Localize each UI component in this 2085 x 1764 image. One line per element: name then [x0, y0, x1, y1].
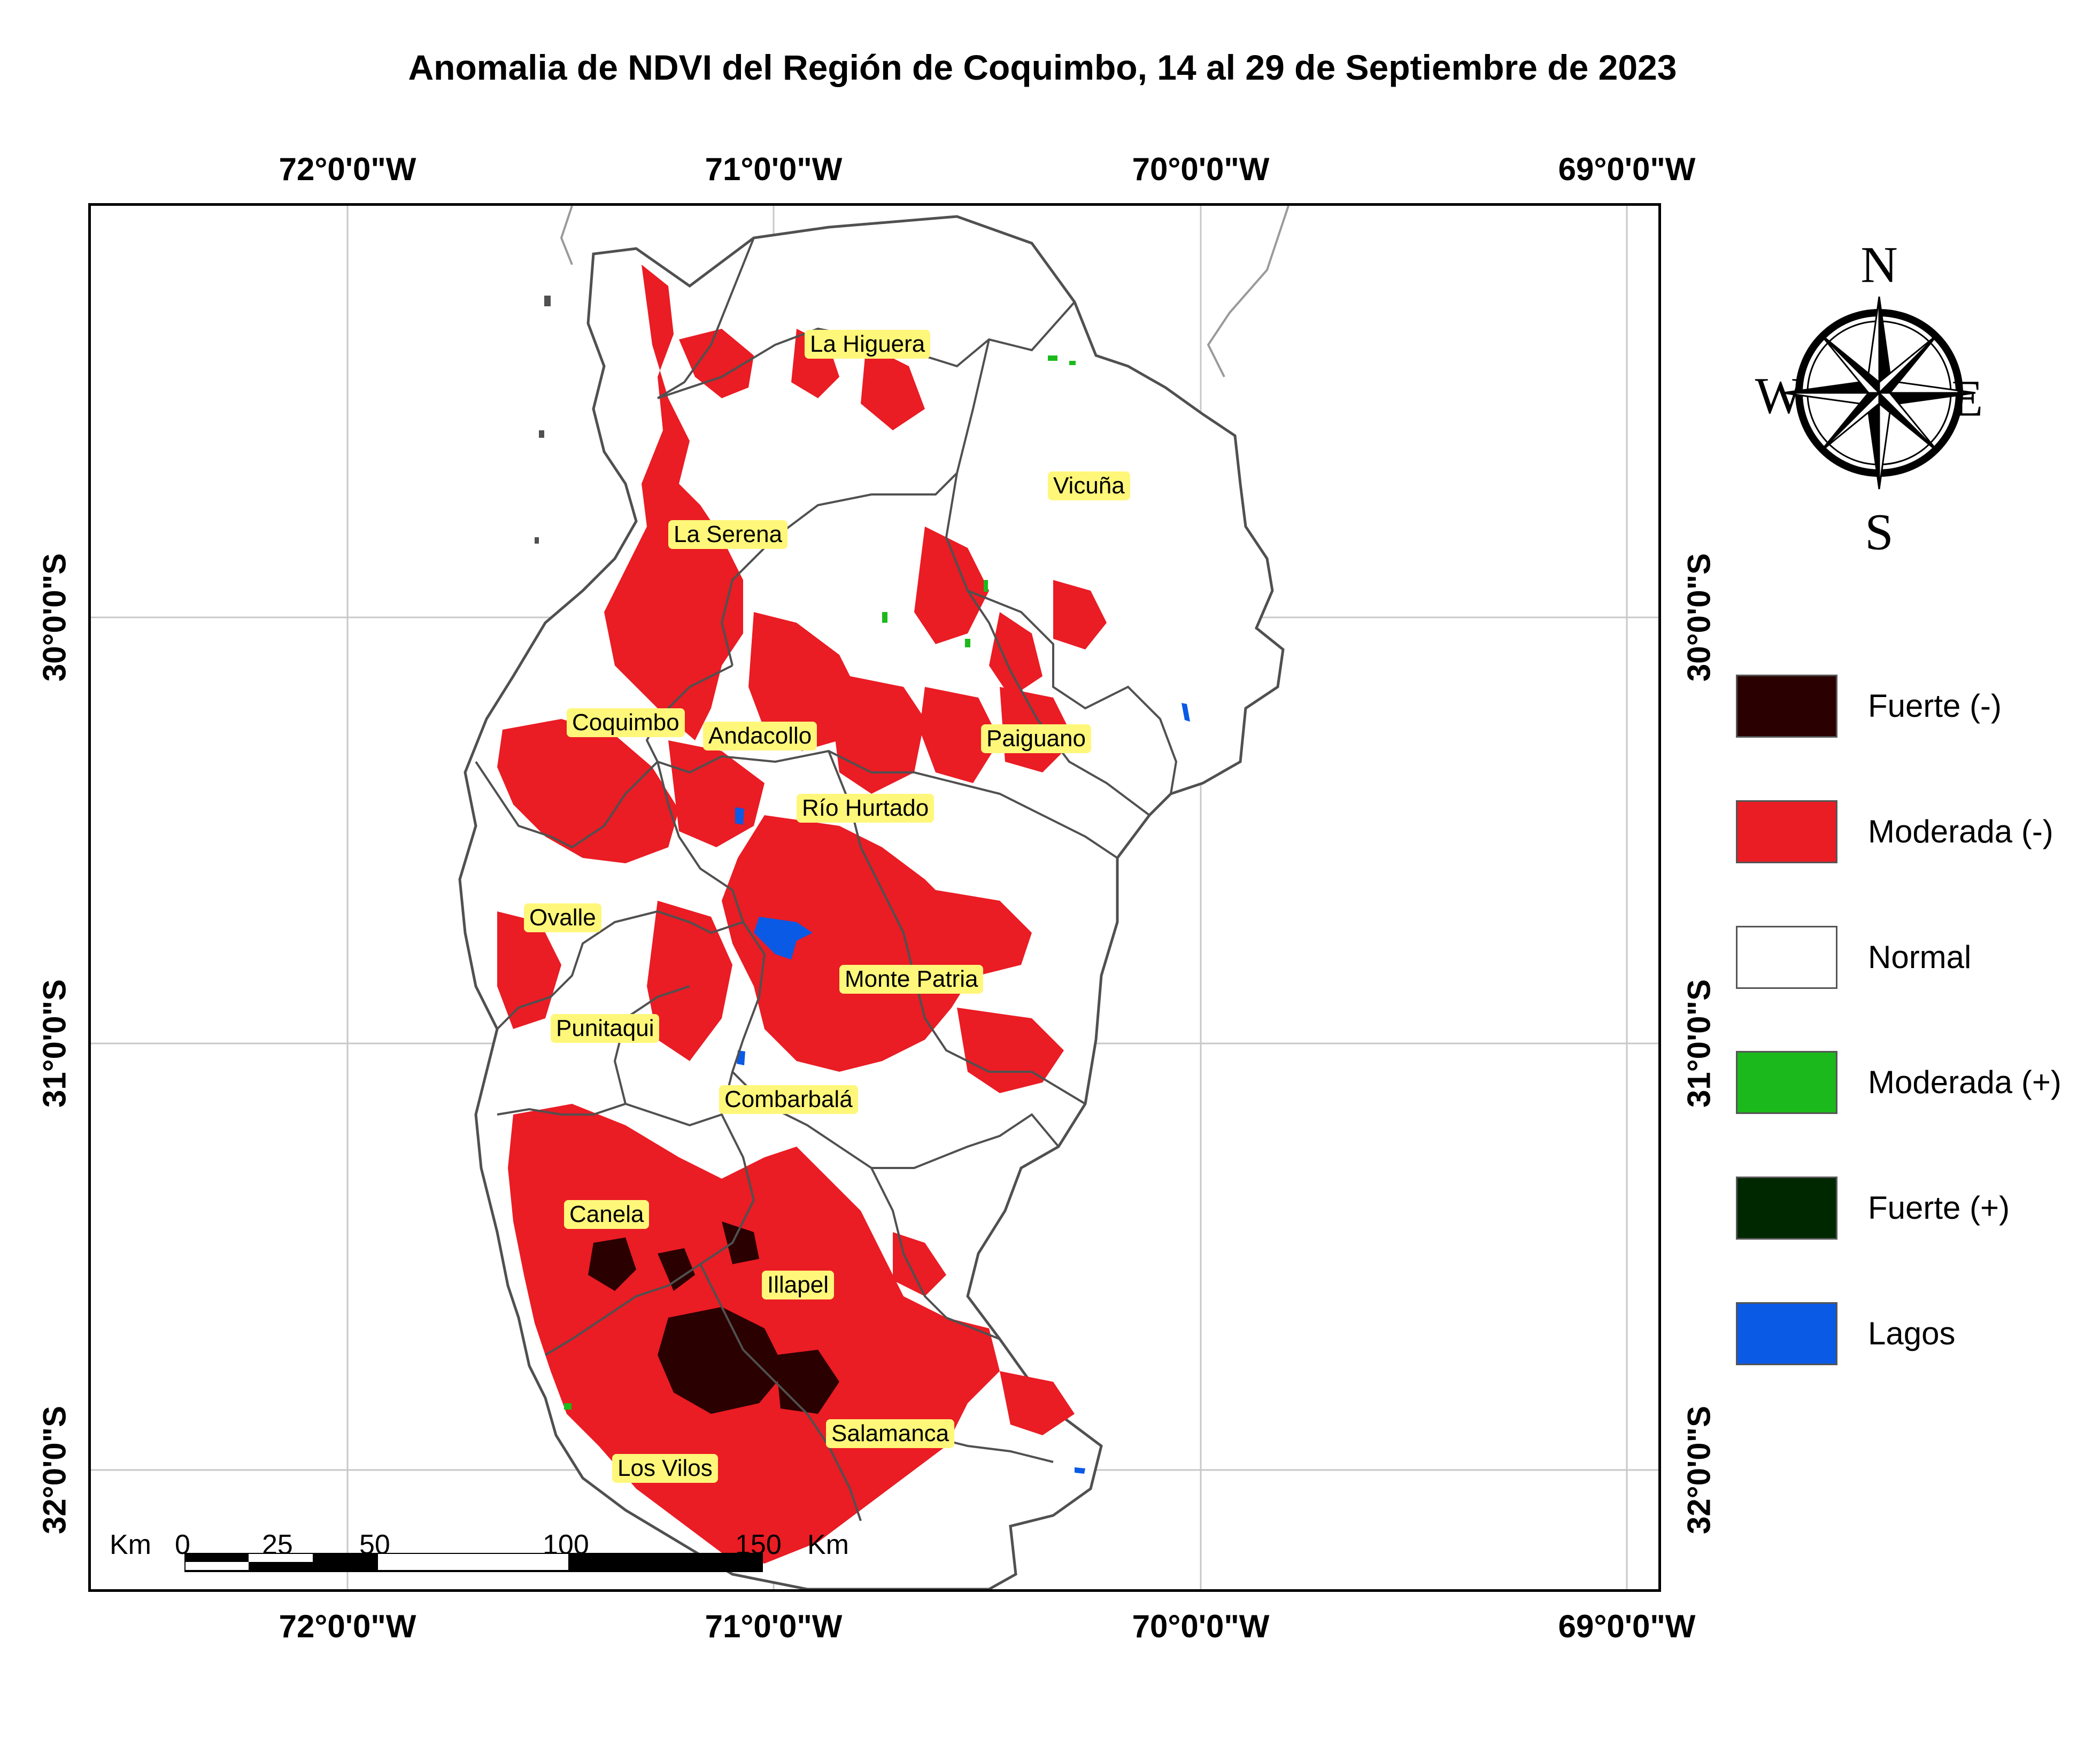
legend-swatch: [1736, 926, 1837, 989]
place-label-andacollo: Andacollo: [703, 722, 817, 751]
lon-label-top-72w: 72°0'0"W: [279, 151, 416, 187]
place-label-illapel: Illapel: [762, 1271, 834, 1299]
place-label-rio-hurtado: Río Hurtado: [797, 794, 935, 823]
lakes: [735, 703, 1190, 1474]
place-label-punitaqui: Punitaqui: [551, 1014, 660, 1043]
lon-label-bottom-70w: 70°0'0"W: [1132, 1608, 1270, 1644]
lat-label-left-32s: 32°0'0"S: [36, 1405, 73, 1535]
lat-label-right-32s: 32°0'0"S: [1681, 1405, 1717, 1535]
map-title: Anomalia de NDVI del Región de Coquimbo,…: [408, 48, 1677, 87]
lon-label-bottom-71w: 71°0'0"W: [705, 1608, 843, 1644]
coastal-islets: [535, 296, 551, 544]
lon-label-top-70w: 70°0'0"W: [1132, 151, 1270, 187]
scale-unit-left: Km: [110, 1529, 151, 1560]
place-label-salamanca: Salamanca: [826, 1419, 955, 1448]
place-label-vicuna: Vicuña: [1048, 471, 1130, 500]
map-frame: La Higuera Vicuña La Serena Coquimbo And…: [88, 203, 1661, 1592]
north-arrow: N S E W: [1755, 235, 1983, 561]
ndvi-strong-negative: [588, 1221, 839, 1414]
place-label-ovalle: Ovalle: [524, 903, 601, 932]
lat-label-right-30s: 30°0'0"S: [1681, 553, 1717, 682]
legend-swatch: [1736, 800, 1837, 863]
legend-swatch: [1736, 1177, 1837, 1240]
legend-label: Moderada (+): [1868, 1064, 2061, 1100]
lon-label-top-69w: 69°0'0"W: [1558, 151, 1696, 187]
scale-unit-right: Km: [807, 1529, 849, 1560]
place-label-combarbala: Combarbalá: [719, 1085, 858, 1114]
place-label-la-serena: La Serena: [668, 520, 788, 549]
place-label-coquimbo: Coquimbo: [567, 708, 685, 737]
lon-label-bottom-72w: 72°0'0"W: [279, 1608, 416, 1644]
lon-label-top-71w: 71°0'0"W: [705, 151, 843, 187]
scale-bar-graphic: [184, 1553, 763, 1572]
lat-label-right-31s: 31°0'0"S: [1681, 979, 1717, 1108]
compass-north-label: N: [1860, 236, 1898, 293]
compass-rose-icon: [1782, 296, 1976, 490]
legend-label: Fuerte (+): [1868, 1190, 2010, 1226]
place-label-la-higuera: La Higuera: [805, 330, 931, 359]
legend-label: Lagos: [1868, 1316, 1956, 1351]
map-canvas: [91, 206, 1658, 1589]
place-label-canela: Canela: [564, 1200, 650, 1229]
legend-swatch: [1736, 1051, 1837, 1114]
lat-label-left-30s: 30°0'0"S: [36, 553, 73, 682]
legend-swatch: [1736, 675, 1837, 738]
legend-label: Fuerte (-): [1868, 688, 2002, 724]
compass-west-label: W: [1755, 367, 1804, 424]
legend-swatch: [1736, 1302, 1837, 1365]
legend-label: Moderada (-): [1868, 814, 2053, 849]
ndvi-moderate-positive: [564, 355, 1076, 1410]
lat-label-left-31s: 31°0'0"S: [36, 979, 73, 1108]
compass-east-label: E: [1951, 369, 1983, 427]
place-label-paiguano: Paiguano: [981, 724, 1091, 753]
place-label-monte-patria: Monte Patria: [839, 965, 984, 994]
legend-label: Normal: [1868, 939, 1972, 975]
lon-label-bottom-69w: 69°0'0"W: [1558, 1608, 1696, 1644]
place-label-los-vilos: Los Vilos: [612, 1454, 718, 1483]
international-boundary: [560, 206, 1289, 377]
compass-south-label: S: [1865, 503, 1894, 561]
